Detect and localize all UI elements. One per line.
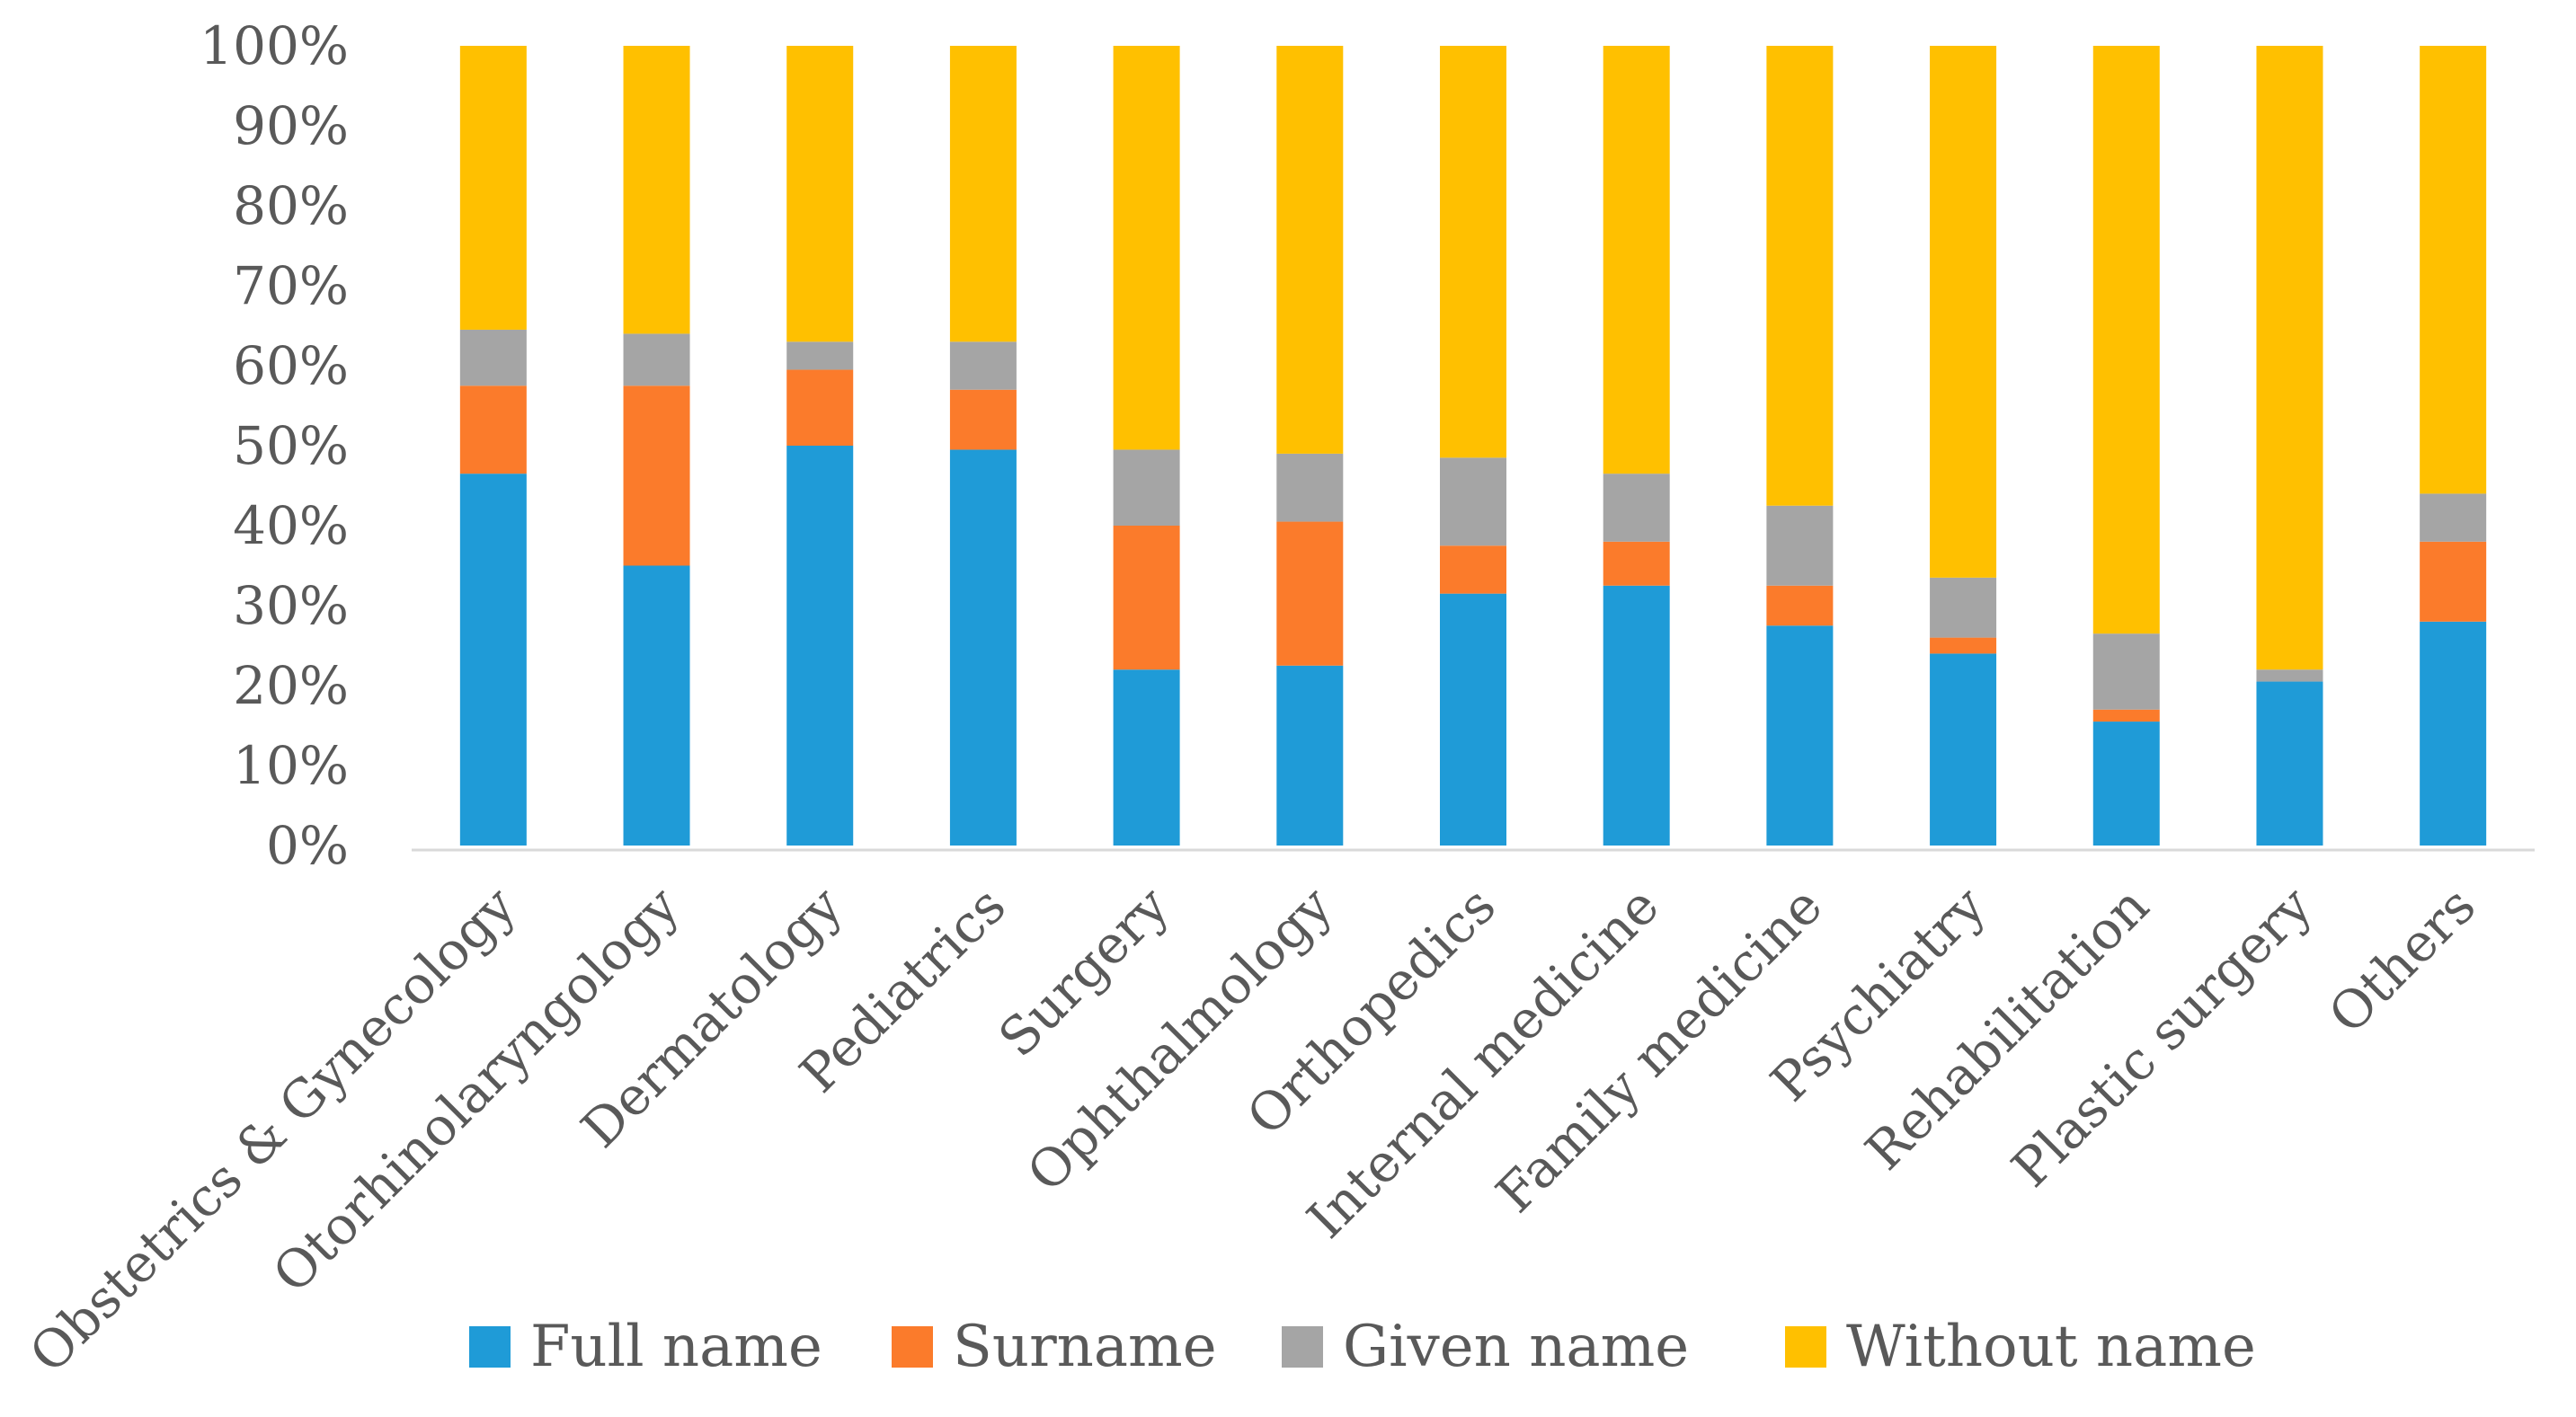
category-label: Ophthalmology xyxy=(1016,875,1345,1204)
category-label: Others xyxy=(2317,875,2488,1046)
bar-segment-given-name xyxy=(2420,493,2487,542)
bar-segment-given-name xyxy=(623,333,690,386)
bar-stack xyxy=(786,46,854,846)
bar-stack xyxy=(1440,46,1506,846)
y-tick-label: 40% xyxy=(233,495,349,556)
bar-segment-without-name xyxy=(1603,46,1670,474)
bar-stack xyxy=(949,46,1017,846)
legend: Full name Surname Given name Without name xyxy=(469,1314,2256,1380)
bar-segment-given-name xyxy=(1603,474,1670,542)
y-tick-label: 80% xyxy=(233,175,349,236)
legend-swatch xyxy=(1282,1326,1323,1368)
bar-stack xyxy=(1113,46,1180,846)
y-tick-label: 90% xyxy=(233,95,349,156)
bar-stack xyxy=(459,46,527,846)
bar-stack xyxy=(1276,46,1344,846)
bar-segment-full-name xyxy=(2092,722,2160,846)
legend-label: Given name xyxy=(1343,1314,1689,1380)
bar-segment-full-name xyxy=(949,449,1017,846)
bar-stack xyxy=(1603,46,1670,846)
bar-segment-full-name xyxy=(2420,621,2487,846)
bar-stack xyxy=(1930,46,1997,846)
bar-stack xyxy=(2420,46,2487,846)
bar-segment-surname xyxy=(1276,521,1344,666)
bar-segment-surname xyxy=(949,389,1017,450)
bar-stack xyxy=(2256,46,2323,846)
bar-segment-full-name xyxy=(459,474,527,846)
bar-stacks xyxy=(459,46,2487,846)
category-label: Rehabilitation xyxy=(1853,875,2160,1182)
category-labels: Obstetrics & GynecologyOtorhinolaryngolo… xyxy=(18,875,2487,1385)
y-tick-label: 30% xyxy=(233,575,349,636)
bar-segment-given-name xyxy=(1276,453,1344,522)
bar-segment-surname xyxy=(2092,709,2160,722)
bar-stack xyxy=(1766,46,1834,846)
bar-segment-full-name xyxy=(1276,665,1344,846)
y-tick-label: 50% xyxy=(233,415,349,476)
bar-segment-surname xyxy=(1440,545,1506,594)
legend-swatch xyxy=(892,1326,933,1368)
bar-segment-given-name xyxy=(2092,633,2160,710)
y-tick-label: 60% xyxy=(233,335,349,396)
bar-segment-without-name xyxy=(1276,46,1344,454)
legend-label: Surname xyxy=(953,1314,1217,1380)
bar-stack xyxy=(2092,46,2160,846)
bar-segment-surname xyxy=(1930,637,1997,654)
bar-segment-surname xyxy=(786,369,854,446)
y-tick-label: 70% xyxy=(233,255,349,316)
bar-segment-full-name xyxy=(623,565,690,846)
bar-segment-given-name xyxy=(949,341,1017,390)
bar-segment-given-name xyxy=(459,329,527,386)
bar-stack xyxy=(623,46,690,846)
y-tick-label: 20% xyxy=(233,655,349,716)
bar-segment-given-name xyxy=(1440,457,1506,546)
bar-segment-given-name xyxy=(1113,449,1180,526)
bar-segment-full-name xyxy=(1113,669,1180,846)
bar-segment-full-name xyxy=(2256,681,2323,846)
bar-segment-full-name xyxy=(1603,585,1670,846)
y-tick-label: 100% xyxy=(200,15,349,76)
bar-segment-surname xyxy=(2420,541,2487,622)
bar-segment-full-name xyxy=(786,446,854,846)
bar-segment-without-name xyxy=(1766,46,1834,506)
y-axis-ticks: 0% 10% 20% 30% 40% 50% 60% 70% 80% 90% 100% xyxy=(200,15,349,876)
bar-segment-full-name xyxy=(1930,653,1997,846)
bar-segment-full-name xyxy=(1766,625,1834,846)
legend-swatch xyxy=(469,1326,511,1368)
bar-segment-surname xyxy=(623,385,690,566)
bar-segment-without-name xyxy=(2256,46,2323,670)
bar-segment-without-name xyxy=(459,46,527,330)
category-label: Plastic surgery xyxy=(2000,875,2323,1199)
bar-segment-surname xyxy=(459,385,527,474)
bar-segment-without-name xyxy=(1113,46,1180,450)
bar-segment-surname xyxy=(1603,541,1670,586)
y-tick-label: 10% xyxy=(233,735,349,796)
bar-segment-surname xyxy=(1766,585,1834,626)
bar-segment-without-name xyxy=(2092,46,2160,634)
legend-swatch xyxy=(1785,1326,1826,1368)
legend-label: Full name xyxy=(530,1314,822,1380)
y-tick-label: 0% xyxy=(266,815,349,876)
bar-segment-given-name xyxy=(786,341,854,370)
bar-segment-surname xyxy=(1113,526,1180,670)
bar-segment-without-name xyxy=(1930,46,1997,578)
bar-segment-without-name xyxy=(623,46,690,334)
bar-segment-given-name xyxy=(2256,669,2323,682)
bar-segment-without-name xyxy=(2420,46,2487,494)
bar-segment-without-name xyxy=(786,46,854,342)
legend-label: Without name xyxy=(1846,1314,2256,1380)
bar-segment-without-name xyxy=(1440,46,1506,458)
bar-segment-given-name xyxy=(1766,505,1834,586)
bar-segment-without-name xyxy=(949,46,1017,342)
bar-segment-given-name xyxy=(1930,577,1997,638)
bar-segment-full-name xyxy=(1440,593,1506,846)
